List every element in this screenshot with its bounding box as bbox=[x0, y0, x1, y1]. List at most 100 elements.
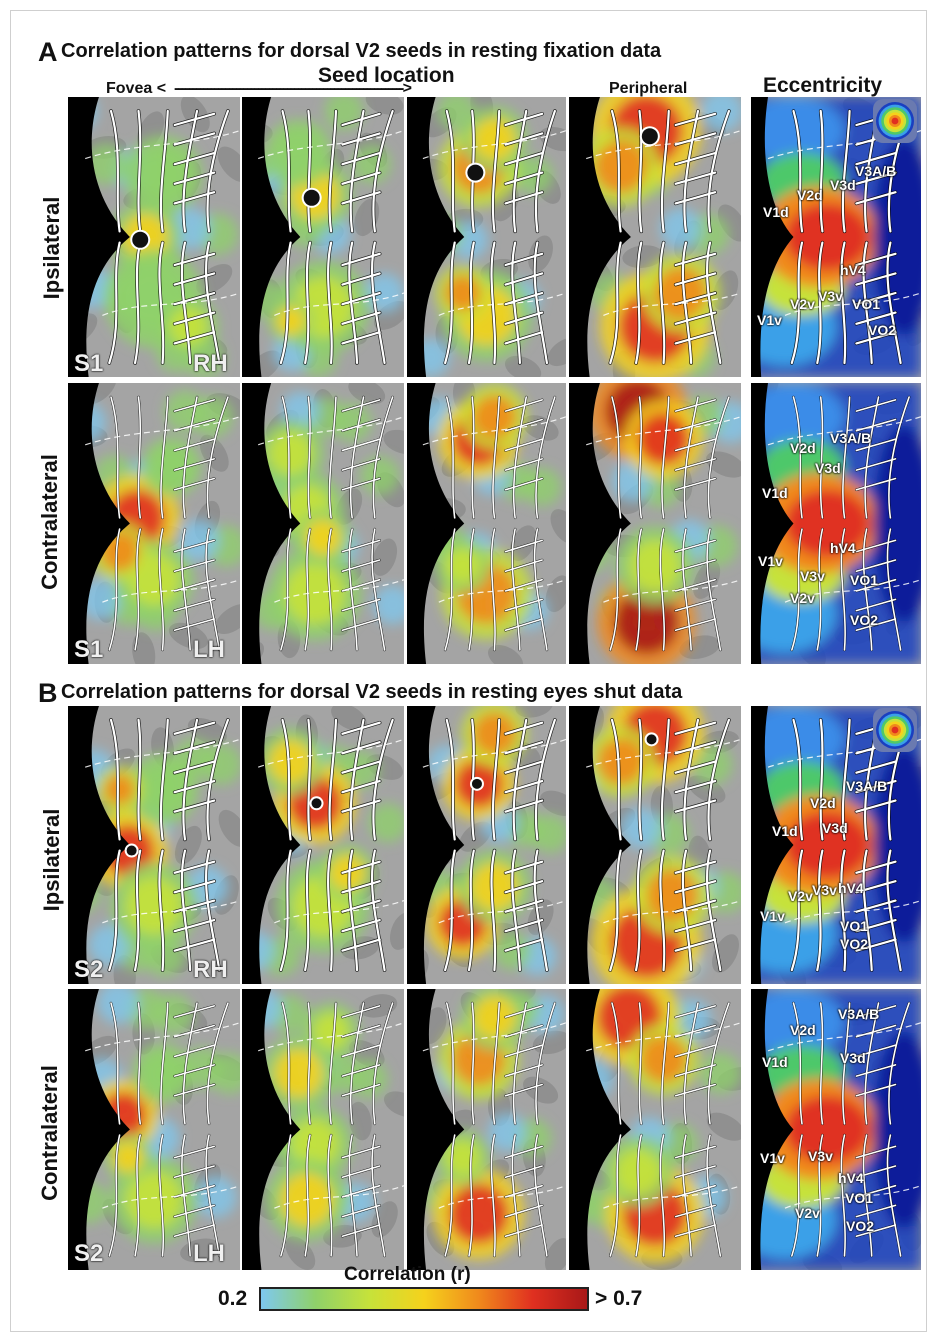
roi-label-b_contra-2: V1d bbox=[762, 1054, 788, 1070]
roi-label-b_ipsi-5: V2v bbox=[788, 888, 813, 904]
brain-flatmap bbox=[242, 706, 404, 984]
roi-label-a_contra-2: V3d bbox=[815, 460, 841, 476]
brain-flatmap bbox=[751, 383, 921, 664]
roi-label-b_ipsi-0: V2d bbox=[810, 795, 836, 811]
corner-subject-b-ipsi: S2 bbox=[74, 956, 104, 983]
brain-flatmap bbox=[569, 383, 741, 664]
roi-label-a_ipsi-0: V1d bbox=[763, 204, 789, 220]
roi-label-a_contra-3: V1d bbox=[762, 485, 788, 501]
brain-flatmap bbox=[751, 989, 921, 1270]
axis-peripheral-label: Peripheral bbox=[609, 80, 688, 97]
roi-label-a_contra-4: hV4 bbox=[830, 540, 856, 556]
axis-fovea-label: Fovea < bbox=[106, 80, 167, 97]
eccentricity-map-b_contra bbox=[751, 989, 921, 1270]
eccentricity-map-b_ipsi bbox=[751, 706, 921, 984]
correlation-map-b_contra-seed-3 bbox=[407, 989, 566, 1270]
brain-flatmap bbox=[407, 706, 566, 984]
panel-b-title: Correlation patterns for dorsal V2 seeds… bbox=[61, 681, 683, 703]
brain-flatmap bbox=[407, 383, 566, 664]
brain-flatmap bbox=[751, 97, 921, 377]
roi-label-b_contra-8: V2v bbox=[795, 1205, 820, 1221]
roi-label-a_contra-8: VO1 bbox=[850, 572, 879, 588]
figure-frame bbox=[10, 10, 927, 1332]
roi-label-b_ipsi-2: V1d bbox=[772, 823, 798, 839]
brain-flatmap bbox=[68, 97, 240, 377]
roi-label-a_ipsi-5: VO1 bbox=[852, 296, 881, 312]
panel-a-letter: A bbox=[38, 37, 58, 67]
brain-flatmap bbox=[242, 383, 404, 664]
brain-flatmap bbox=[68, 989, 240, 1270]
row-label-a-ipsilateral: Ipsilateral bbox=[39, 196, 64, 300]
correlation-map-b_contra-seed-4 bbox=[569, 989, 741, 1270]
roi-label-a_contra-9: VO2 bbox=[850, 612, 879, 628]
correlation-map-a_contra-seed-2 bbox=[242, 383, 404, 664]
corner-subject-a-contra: S1 bbox=[74, 636, 104, 663]
correlation-map-b_ipsi-seed-4 bbox=[569, 706, 741, 984]
correlation-map-b_ipsi-seed-1 bbox=[68, 706, 240, 984]
roi-label-a_ipsi-6: VO2 bbox=[868, 322, 897, 338]
correlation-map-a_ipsi-seed-1 bbox=[68, 97, 240, 377]
correlation-map-a_contra-seed-3 bbox=[407, 383, 566, 664]
roi-label-a_ipsi-7: V1v bbox=[757, 312, 782, 328]
roi-label-a_ipsi-1: V2d bbox=[797, 187, 823, 203]
roi-label-a_contra-6: V3v bbox=[800, 568, 825, 584]
brain-flatmap bbox=[751, 706, 921, 984]
brain-flatmap bbox=[569, 989, 741, 1270]
roi-label-b_contra-1: V2d bbox=[790, 1022, 816, 1038]
roi-label-a_contra-1: V3A/B bbox=[830, 430, 872, 446]
brain-flatmap bbox=[569, 706, 741, 984]
row-label-a-contralateral: Contralateral bbox=[37, 454, 62, 590]
brain-flatmap bbox=[68, 383, 240, 664]
brain-flatmap bbox=[569, 97, 741, 377]
colorbar-min-label: 0.2 bbox=[218, 1287, 248, 1310]
roi-label-a_ipsi-2: V3d bbox=[830, 177, 856, 193]
colorbar bbox=[259, 1287, 589, 1311]
roi-label-b_ipsi-8: VO1 bbox=[840, 918, 869, 934]
roi-label-b_ipsi-3: V3d bbox=[822, 820, 848, 836]
roi-label-b_contra-9: VO2 bbox=[846, 1218, 875, 1234]
panel-a-title: Correlation patterns for dorsal V2 seeds… bbox=[61, 40, 662, 62]
brain-flatmap bbox=[68, 706, 240, 984]
correlation-map-a_contra-seed-4 bbox=[569, 383, 741, 664]
colorbar-title: Correlation (r) bbox=[344, 1264, 471, 1285]
correlation-map-b_contra-seed-1 bbox=[68, 989, 240, 1270]
row-label-b-contralateral: Contralateral bbox=[37, 1065, 62, 1201]
panel-b-letter: B bbox=[38, 678, 58, 708]
roi-label-b_contra-5: V3v bbox=[808, 1148, 833, 1164]
roi-label-b_contra-4: V1v bbox=[760, 1150, 785, 1166]
brain-flatmap bbox=[407, 97, 566, 377]
row-label-b-ipsilateral: Ipsilateral bbox=[39, 808, 64, 912]
corner-hemi-b-contra: LH bbox=[193, 1240, 225, 1267]
eccentricity-map-a_contra bbox=[751, 383, 921, 664]
correlation-map-a_contra-seed-1 bbox=[68, 383, 240, 664]
roi-label-b_ipsi-6: V3v bbox=[812, 882, 837, 898]
correlation-map-a_ipsi-seed-2 bbox=[242, 97, 404, 377]
brain-flatmap bbox=[242, 97, 404, 377]
correlation-map-a_ipsi-seed-3 bbox=[407, 97, 566, 377]
correlation-map-a_ipsi-seed-4 bbox=[569, 97, 741, 377]
roi-label-a_ipsi-3: V3A/B bbox=[855, 163, 897, 179]
roi-label-b_contra-6: hV4 bbox=[838, 1170, 864, 1186]
eccentricity-map-a_ipsi bbox=[751, 97, 921, 377]
roi-label-b_ipsi-9: VO2 bbox=[840, 936, 869, 952]
brain-flatmap bbox=[242, 989, 404, 1270]
corner-hemi-a-ipsi: RH bbox=[193, 350, 228, 377]
roi-label-a_contra-5: V1v bbox=[758, 553, 783, 569]
roi-label-b_contra-0: V3A/B bbox=[838, 1006, 880, 1022]
roi-label-a_ipsi-4: hV4 bbox=[840, 262, 866, 278]
correlation-map-b_ipsi-seed-2 bbox=[242, 706, 404, 984]
roi-label-a_ipsi-8: V2v bbox=[790, 296, 815, 312]
roi-label-b_contra-7: VO1 bbox=[845, 1190, 874, 1206]
brain-flatmap bbox=[407, 989, 566, 1270]
roi-label-b_ipsi-7: V1v bbox=[760, 908, 785, 924]
eccentricity-title: Eccentricity bbox=[763, 74, 883, 97]
roi-label-b_ipsi-1: V3A/B bbox=[846, 778, 888, 794]
corner-subject-a-ipsi: S1 bbox=[74, 350, 104, 377]
roi-label-a_contra-0: V2d bbox=[790, 440, 816, 456]
seed-location-label: Seed location bbox=[318, 64, 455, 87]
corner-hemi-a-contra: LH bbox=[193, 636, 225, 663]
axis-arrow: ----------------------------------------… bbox=[174, 80, 412, 97]
corner-subject-b-contra: S2 bbox=[74, 1240, 104, 1267]
colorbar-max-label: > 0.7 bbox=[595, 1287, 643, 1310]
roi-label-b_ipsi-4: hV4 bbox=[838, 880, 864, 896]
